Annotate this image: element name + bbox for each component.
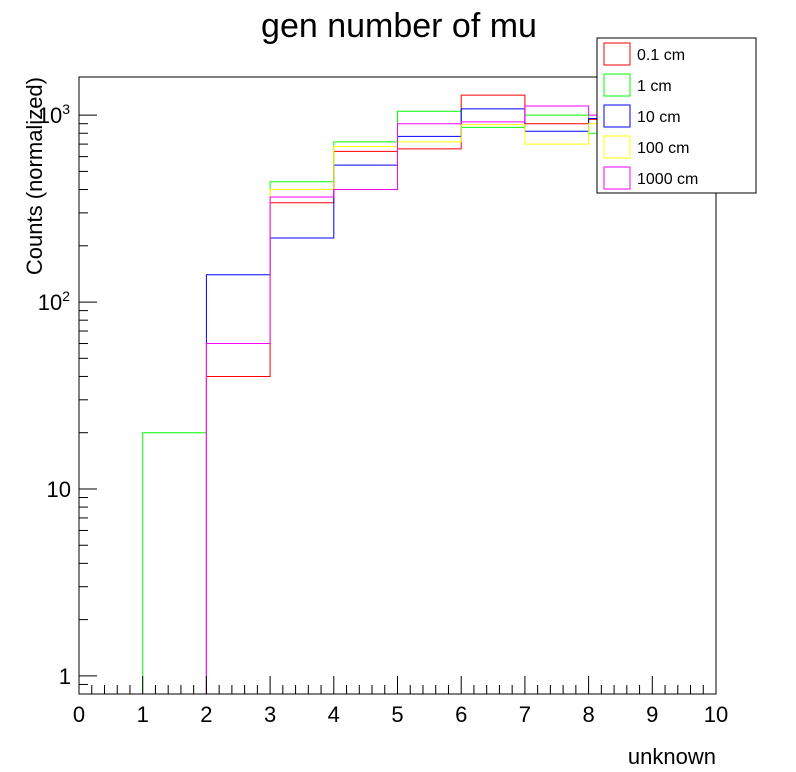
legend: 0.1 cm 1 cm 10 cm 100 cm 1000 cm bbox=[596, 37, 757, 194]
x-tick-label: 7 bbox=[519, 702, 531, 727]
series-layer bbox=[79, 94, 717, 695]
x-tick-label: 5 bbox=[391, 702, 403, 727]
x-tick-label: 8 bbox=[582, 702, 594, 727]
x-tick-label: 10 bbox=[704, 702, 728, 727]
y-tick-label: 1 bbox=[59, 664, 71, 689]
x-tick-label: 6 bbox=[455, 702, 467, 727]
legend-swatch-2 bbox=[603, 104, 631, 128]
y-tick-label: 102 bbox=[38, 288, 70, 315]
series-line-1 bbox=[79, 110, 717, 695]
x-tick-label: 9 bbox=[646, 702, 658, 727]
y-tick-label: 10 bbox=[47, 477, 71, 502]
legend-swatch-1 bbox=[603, 73, 631, 97]
legend-swatch-0 bbox=[603, 42, 631, 66]
y-axis-label: Counts (normalized) bbox=[22, 77, 47, 275]
x-tick-label: 3 bbox=[264, 702, 276, 727]
x-axis: 0 1 2 3 4 5 6 7 8 9 10 bbox=[73, 676, 728, 727]
y-tick-label-exponent: 2 bbox=[62, 288, 70, 304]
x-tick-label: 1 bbox=[137, 702, 149, 727]
series-line-3 bbox=[79, 123, 717, 695]
x-tick-label: 0 bbox=[73, 702, 85, 727]
x-tick-label: 2 bbox=[200, 702, 212, 727]
legend-label-1: 1 cm bbox=[637, 78, 672, 95]
legend-label-0: 0.1 cm bbox=[637, 47, 685, 64]
y-tick-label-exponent: 3 bbox=[62, 101, 70, 117]
legend-label-3: 100 cm bbox=[637, 140, 689, 157]
legend-swatch-4 bbox=[603, 166, 631, 190]
y-tick-label-base: 10 bbox=[38, 290, 62, 315]
x-tick-label: 4 bbox=[328, 702, 340, 727]
y-tick-label-base: 10 bbox=[38, 103, 62, 128]
legend-label-4: 1000 cm bbox=[637, 171, 698, 188]
y-tick-label: 103 bbox=[38, 101, 70, 128]
legend-swatch-3 bbox=[603, 135, 631, 159]
x-axis-label: unknown bbox=[628, 744, 716, 769]
series-line-4 bbox=[79, 105, 717, 695]
legend-label-2: 10 cm bbox=[637, 109, 681, 126]
series-line-2 bbox=[79, 108, 717, 695]
chart-title: gen number of mu bbox=[261, 7, 537, 45]
